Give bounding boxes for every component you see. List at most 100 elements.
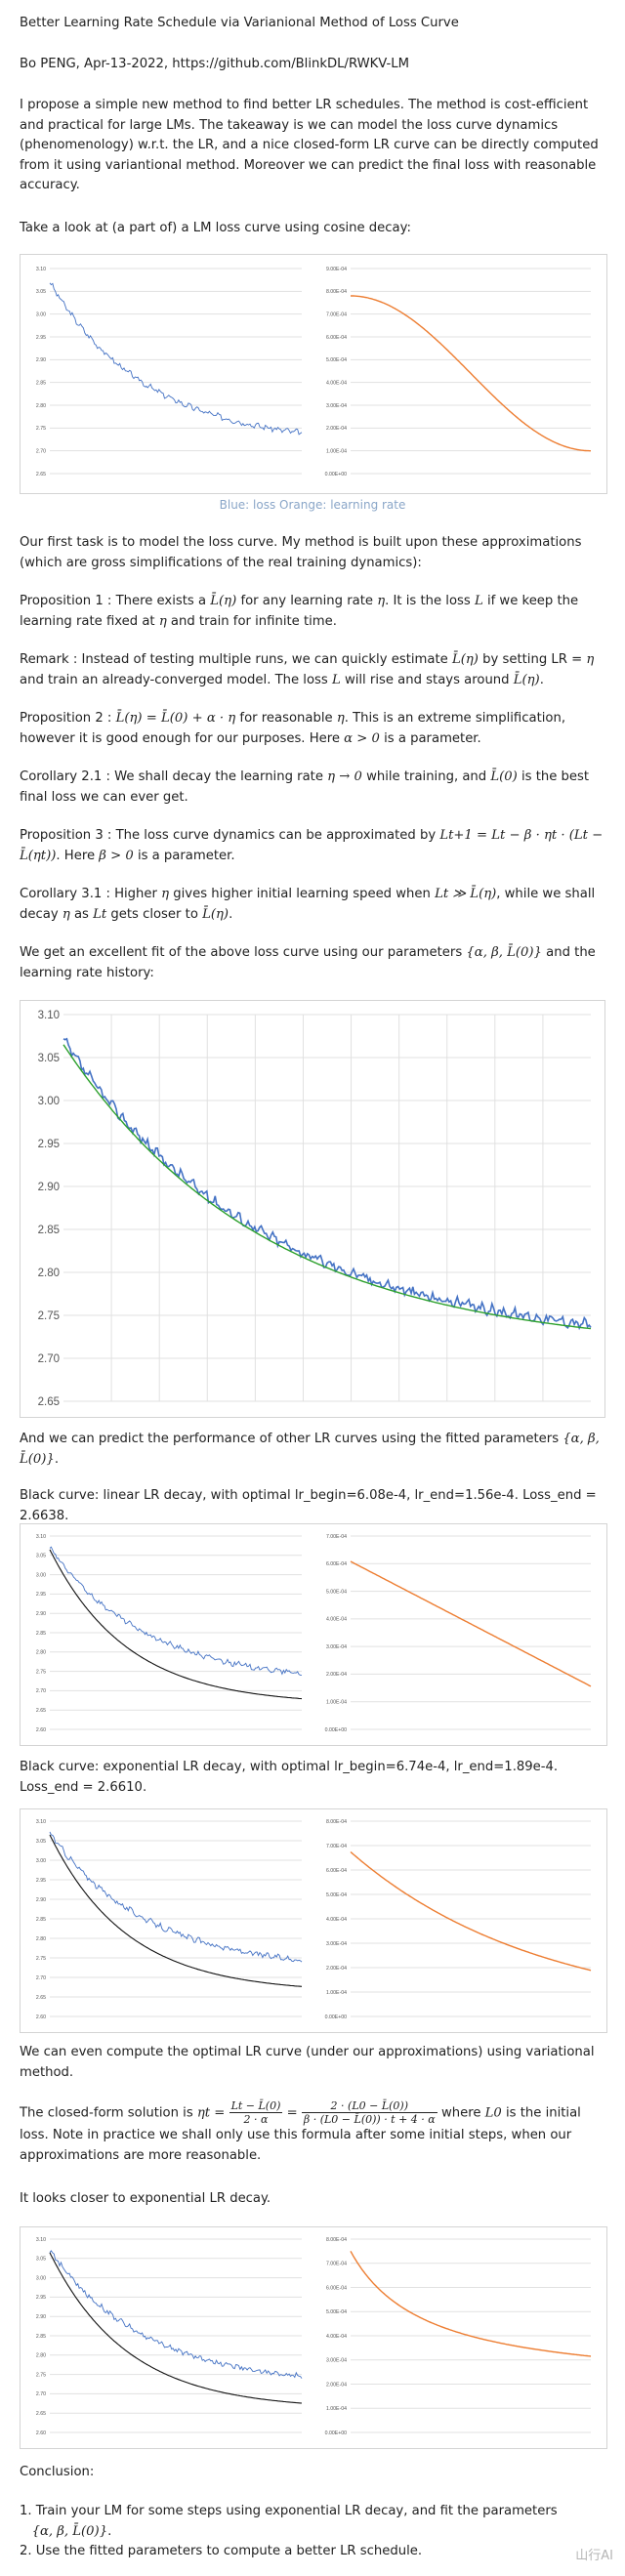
y-tick-label: 2.90 [36,2314,46,2320]
y-tick-label: 2.85 [36,380,46,386]
y-tick-label: 3.00E-04 [326,1941,347,1947]
loss-series-line [49,1546,303,1677]
conclusion-title: Conclusion: [20,2465,95,2479]
proposition-2: Proposition 2 : L̄(η) = L̄(0) + α · η fo… [20,711,566,746]
y-tick-label: 3.00E-04 [326,403,347,409]
y-tick-label: 2.95 [36,1878,46,1884]
y-tick-label: 2.80 [36,1650,46,1656]
y-tick-label: 5.00E-04 [326,1589,347,1595]
black-linear-text: Black curve: linear LR decay, with optim… [20,1488,597,1523]
y-tick-label: 2.65 [36,1995,46,2001]
chart-cosine-loss: 3.10 3.05 3.00 2.95 2.90 2.85 2.80 2.75 2.70 2.65 [36,267,303,478]
proposition-1: Proposition 1 : There exists a L̄(η) for… [20,594,579,629]
y-tick-label: 2.85 [36,2334,46,2340]
y-tick-label: 2.70 [36,448,46,454]
y-tick-label: 4.00E-04 [326,380,347,386]
y-tick-label: 2.75 [36,1956,46,1962]
learning-rate-line [351,295,591,452]
y-tick-label: 2.90 [36,357,46,363]
y-tick-label: 2.95 [36,2295,46,2301]
y-tick-label: 2.95 [36,1592,46,1598]
corollary-2-1: Corollary 2.1 : We shall decay the learn… [20,769,590,805]
y-tick-label: 2.60 [36,2015,46,2020]
learning-rate-line [350,1560,592,1687]
chart-frame-linear: 3.10 3.05 3.00 2.95 2.90 2.85 2.80 2.75 2.70 2.65… [20,1523,607,1746]
loss-series-line [49,2250,303,2379]
y-tick-label: 3.10 [36,2237,46,2243]
loss-series-line [62,1037,592,1331]
y-tick-label: 3.00 [36,2275,46,2281]
doc-title: Better Learning Rate Schedule via Varian… [20,16,459,30]
y-tick-label: 3.05 [36,1839,46,1845]
y-tick-label: 0.00E+00 [325,1727,347,1733]
chart-linear-loss: 3.10 3.05 3.00 2.95 2.90 2.85 2.80 2.75 2.70 2.65… [36,1534,303,1733]
chart-frame-exp: 3.10 3.05 3.00 2.95 2.90 2.85 2.80 2.75 2.70 2.65… [20,1808,607,2033]
y-tick-label: 3.05 [36,289,46,295]
chart-frame-variational: 3.10 3.05 3.00 2.95 2.90 2.85 2.80 2.75 2.70 2.65… [20,2226,607,2449]
y-tick-label: 3.00 [36,1858,46,1864]
loss-series-line [49,1831,303,1963]
y-tick-label: 2.70 [36,2391,46,2397]
y-tick-label: 6.00E-04 [326,335,347,341]
compute-paragraph: We can even compute the optimal LR curve… [20,2045,595,2080]
fit-series-line [62,1044,592,1330]
y-tick-label: 2.70 [36,1688,46,1694]
y-tick-label: 6.00E-04 [326,1868,347,1874]
y-tick-label: 2.60 [36,2431,46,2436]
learning-rate-line [350,2251,592,2357]
y-tick-label: 0.00E+00 [325,472,347,478]
y-tick-label: 2.90 [36,1897,46,1903]
closer-text: It looks closer to exponential LR decay. [20,2191,271,2206]
y-tick-label: 2.80 [36,1936,46,1942]
y-tick-label: 3.00E-04 [326,1644,347,1650]
y-tick-label: 3.05 [36,1554,46,1559]
y-tick-label: 3.00 [38,1096,60,1107]
y-tick-label: 5.00E-04 [326,1892,347,1898]
y-tick-label: 3.00 [36,1572,46,1578]
closed-form-paragraph: The closed-form solution is ηt = Lt − L̄… [20,2099,581,2163]
chart-cosine-lr: 9.00E-04 8.00E-04 7.00E-04 6.00E-04 5.00E-04… [325,267,591,478]
y-tick-label: 2.00E-04 [326,1672,347,1678]
y-tick-label: 2.90 [38,1182,60,1193]
chart-var-lr: 8.00E-04 7.00E-04 6.00E-04 5.00E-04 4.00E-04… [325,2237,592,2436]
y-tick-label: 8.00E-04 [326,2237,347,2243]
y-tick-label: 8.00E-04 [326,289,347,295]
chart-frame-cosine: 3.10 3.05 3.00 2.95 2.90 2.85 2.80 2.75 2.70 2.65… [20,254,607,494]
y-tick-label: 2.75 [38,1310,60,1322]
corollary-3-1: Corollary 3.1 : Higher η gives higher in… [20,887,596,922]
y-tick-label: 3.05 [36,2257,46,2263]
task-paragraph: Our first task is to model the loss curv… [20,535,582,570]
y-tick-label: 2.75 [36,2372,46,2378]
y-tick-label: 4.00E-04 [326,2334,347,2340]
y-tick-label: 4.00E-04 [326,1617,347,1623]
y-tick-label: 3.10 [38,1010,60,1021]
predicted-loss-line [49,2252,303,2404]
y-tick-label: 2.75 [36,1669,46,1675]
y-tick-label: 7.00E-04 [326,1534,347,1540]
y-tick-label: 9.00E-04 [326,267,347,272]
y-tick-label: 2.85 [38,1225,60,1236]
y-tick-label: 3.00 [36,312,46,317]
y-tick-label: 3.10 [36,1534,46,1540]
chart-frame-fit: 3.10 3.05 3.00 2.95 2.90 2.85 2.80 2.75 2.70 2.65 [20,1000,605,1418]
y-tick-label: 2.70 [36,1975,46,1981]
y-tick-label: 2.75 [36,426,46,432]
y-tick-label: 2.65 [36,1708,46,1714]
y-tick-label: 2.90 [36,1611,46,1617]
byline: Bo PENG, Apr-13-2022, https://github.com… [20,57,409,71]
y-tick-label: 4.00E-04 [326,1917,347,1923]
proposition-3: Proposition 3 : The loss curve dynamics … [20,828,604,863]
y-tick-label: 6.00E-04 [326,1561,347,1567]
y-tick-label: 2.95 [38,1139,60,1150]
watermark: 山行AI [575,2549,613,2563]
black-exp-text: Black curve: exponential LR decay, with … [20,1760,559,1795]
conclusion-item-1: 1. Train your LM for some steps using ex… [20,2504,558,2539]
learning-rate-line [350,1850,592,1972]
y-tick-label: 5.00E-04 [326,357,347,363]
y-tick-label: 8.00E-04 [326,1819,347,1825]
y-tick-label: 1.00E-04 [326,1700,347,1706]
y-tick-label: 2.65 [36,2411,46,2417]
intro-paragraph: I propose a simple new method to find be… [20,98,599,192]
chart-linear-lr: 7.00E-04 6.00E-04 5.00E-04 4.00E-04 3.00E-04… [325,1534,592,1733]
chart-exp-lr: 8.00E-04 7.00E-04 6.00E-04 5.00E-04 4.00E-04… [325,1819,592,2020]
